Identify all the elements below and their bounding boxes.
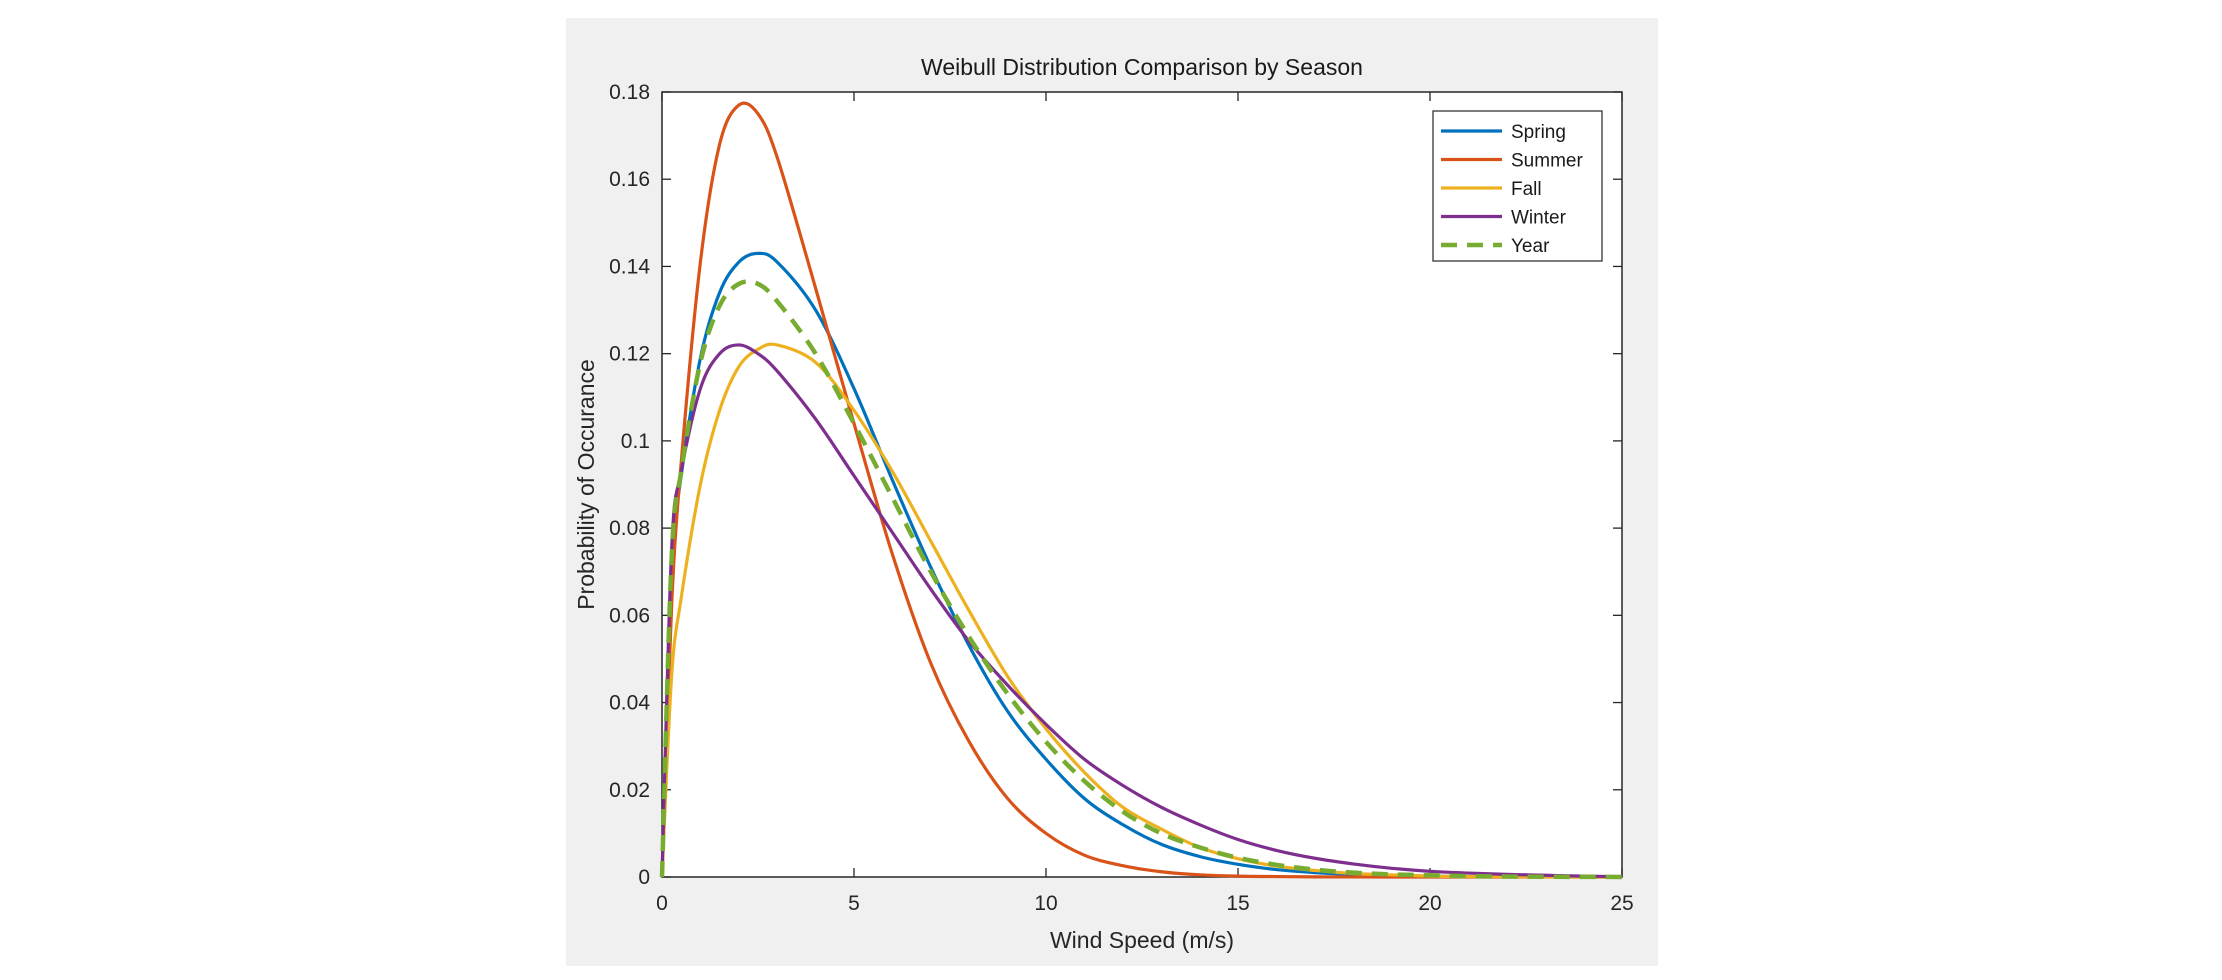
legend-label-winter: Winter <box>1511 208 1567 229</box>
y-axis-label: Probability of Occurance <box>573 359 599 610</box>
x-tick-label: 0 <box>656 892 668 915</box>
x-tick-label: 10 <box>1034 892 1057 915</box>
axis-ticks: 0 5 10 15 20 25 0 0.02 0.04 0.06 0.08 0.1 0.12 0.14 0.… <box>609 81 1634 915</box>
x-axis-label: Wind Speed (m/s) <box>1050 927 1234 953</box>
x-tick-label: 5 <box>848 892 860 915</box>
y-tick-label: 0.18 <box>609 81 650 104</box>
legend-label-summer: Summer <box>1511 151 1583 172</box>
y-tick-label: 0.16 <box>609 168 650 191</box>
series-line-winter <box>660 343 1623 879</box>
y-tick-label: 0.02 <box>609 779 650 802</box>
series-line-year <box>659 279 1623 880</box>
chart-svg: Weibull Distribution Comparison by Seaso… <box>573 54 1634 953</box>
legend-label-fall: Fall <box>1511 179 1542 200</box>
legend-box <box>1432 110 1603 262</box>
chart-legend: Spring Summer Fall Winter Year <box>1432 110 1603 262</box>
legend-label-spring: Spring <box>1511 122 1566 143</box>
legend-label-year: Year <box>1511 236 1550 257</box>
y-tick-label: 0.08 <box>609 517 650 540</box>
x-tick-label: 25 <box>1610 892 1633 915</box>
x-tick-label: 15 <box>1226 892 1249 915</box>
y-tick-label: 0 <box>638 866 650 889</box>
chart-title: Weibull Distribution Comparison by Seaso… <box>921 54 1363 80</box>
series-lines <box>659 101 1623 880</box>
y-tick-label: 0.04 <box>609 692 650 715</box>
y-tick-label: 0.06 <box>609 604 650 627</box>
figure-window: Weibull Distribution Comparison by Seaso… <box>566 18 1658 966</box>
y-tick-label: 0.1 <box>621 430 650 453</box>
y-tick-label: 0.12 <box>609 343 650 366</box>
legend-items: Spring Summer Fall Winter Year <box>1441 122 1583 257</box>
y-tick-label: 0.14 <box>609 255 650 278</box>
x-tick-label: 20 <box>1418 892 1441 915</box>
